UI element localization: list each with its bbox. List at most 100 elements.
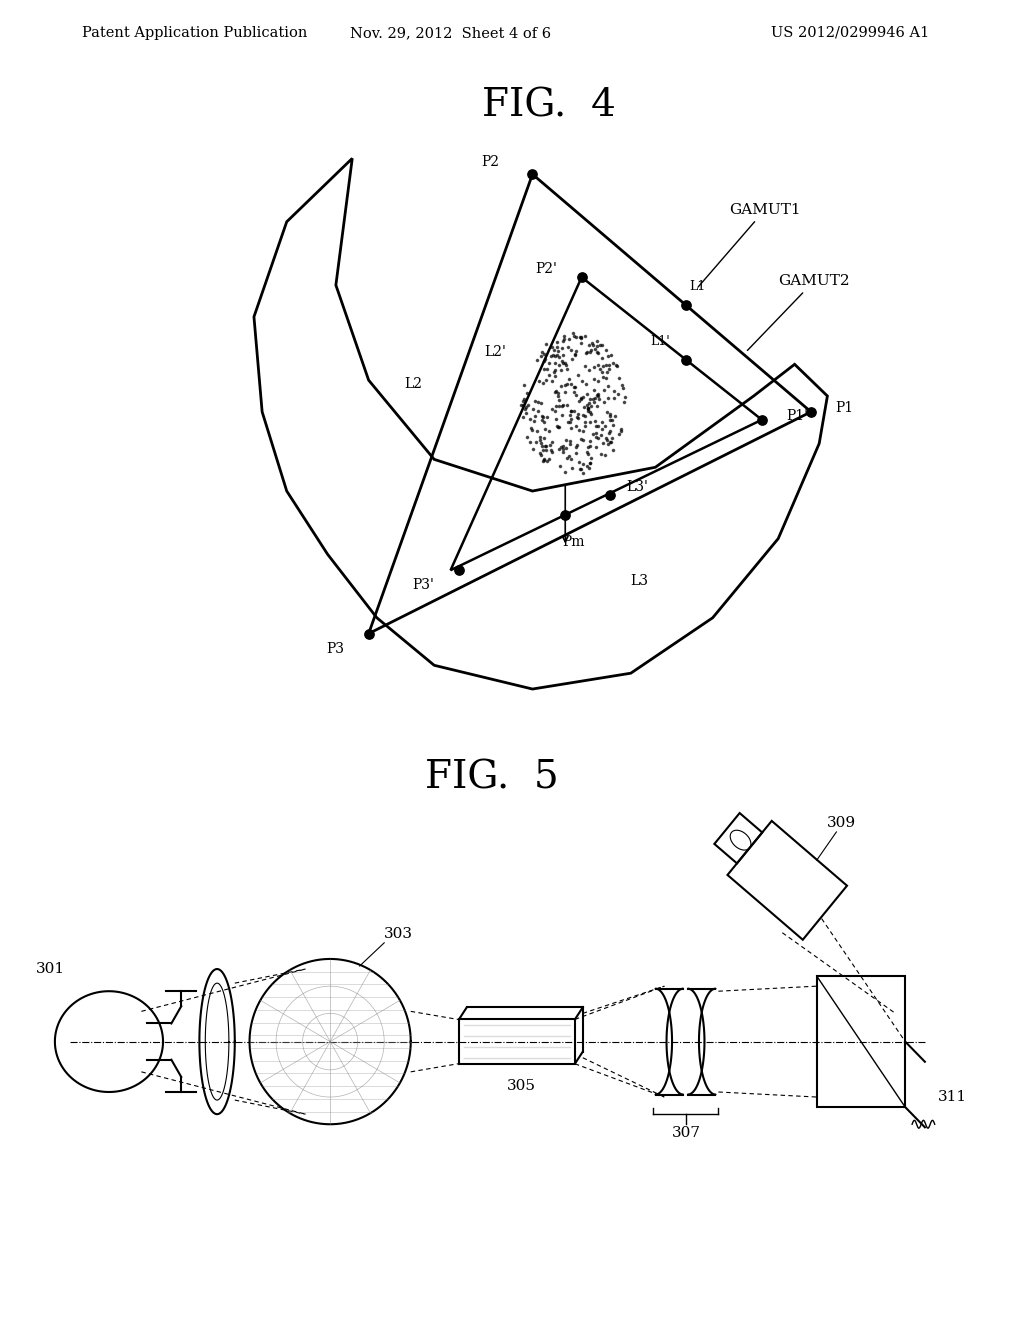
Point [555,345,571,366]
Point [572,327,589,348]
Point [604,428,621,449]
Point [522,417,539,438]
Point [552,455,568,477]
Point [527,432,544,453]
Point [579,441,595,462]
Point [558,359,574,380]
Point [531,426,548,447]
Point [515,407,531,428]
Text: L1: L1 [690,280,706,293]
Point [553,359,569,380]
Point [531,430,548,451]
Point [599,362,615,383]
Point [587,392,603,413]
Point [554,395,570,416]
Point [600,433,616,454]
Point [536,343,552,364]
Point [573,333,590,354]
Point [571,326,588,347]
Point [529,350,546,371]
Point [548,408,564,429]
Point [517,403,534,424]
Point [554,338,570,359]
Point [551,347,567,368]
Point [612,418,629,440]
Point [602,405,618,426]
Point [563,447,580,469]
Point [516,389,532,411]
Point [554,404,570,425]
Point [583,396,599,417]
Point [754,409,770,430]
Point [612,421,629,442]
Point [598,339,614,360]
Point [582,436,598,457]
Point [573,327,590,348]
Point [529,392,546,413]
Point [553,375,569,396]
Point [574,404,591,425]
Point [616,385,633,407]
Point [557,352,573,374]
Point [600,387,616,408]
Point [556,462,572,483]
Point [582,389,598,411]
Point [590,354,606,375]
Point [560,412,577,433]
Point [590,428,606,449]
Point [601,355,617,376]
Point [539,450,555,471]
Point [581,359,597,380]
Text: L1': L1' [650,335,670,348]
Point [594,362,610,383]
Text: L3: L3 [630,574,648,589]
Text: P2: P2 [481,156,500,169]
Point [562,374,579,395]
Point [597,445,613,466]
Point [547,381,563,403]
Point [580,397,596,418]
Point [571,458,588,479]
Point [545,345,561,366]
Point [581,334,597,355]
Point [549,337,565,358]
Point [538,370,554,391]
Text: P1': P1' [786,409,808,422]
Point [561,368,578,389]
Point [578,343,594,364]
Point [593,424,609,445]
Point [535,372,551,393]
Point [563,417,580,438]
Point [580,437,596,458]
Point [579,395,595,416]
Point [551,416,567,437]
Point [551,355,567,376]
Point [535,409,551,430]
Point [579,342,595,363]
Point [574,463,591,484]
Text: US 2012/0299946 A1: US 2012/0299946 A1 [771,26,929,40]
Point [592,359,608,380]
Point [588,416,604,437]
Text: 311: 311 [938,1090,967,1104]
Point [534,392,550,413]
Point [564,458,581,479]
Point [537,348,553,370]
Point [803,401,819,422]
Point [595,367,611,388]
Point [597,416,613,437]
Point [546,362,562,383]
Point [536,440,552,461]
Point [578,325,594,346]
Point [566,381,583,403]
Point [606,380,623,401]
Point [518,397,535,418]
Point [582,430,598,451]
Point [550,416,566,437]
Point [548,380,564,401]
Point [580,397,596,418]
Point [613,374,630,395]
Point [555,436,571,457]
Point [563,348,580,370]
Point [526,391,543,412]
